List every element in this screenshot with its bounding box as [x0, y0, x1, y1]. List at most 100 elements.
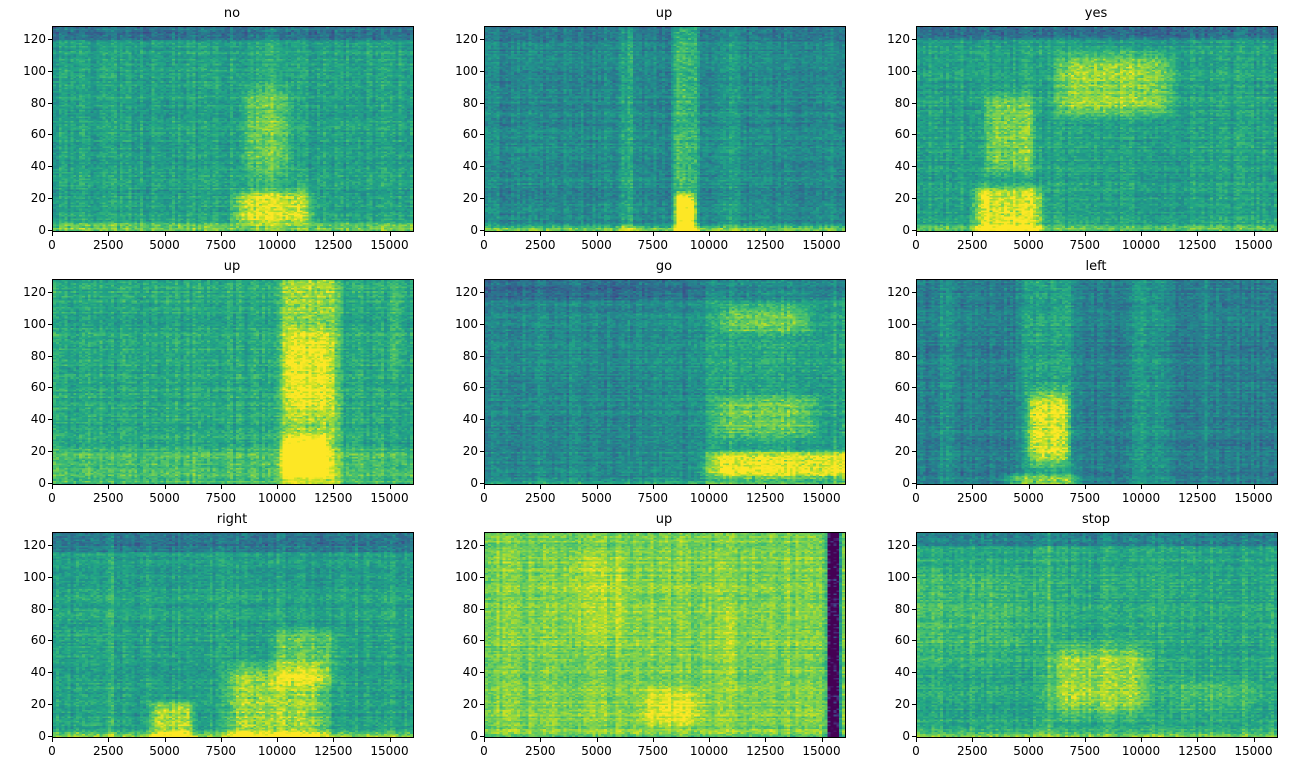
x-axis-tick [52, 485, 53, 489]
x-tick-label: 10000 [689, 238, 729, 252]
subplot-up-3: up 0 20 40 60 80 100 120 0 2500 5000 7500 10000 12500… [0, 253, 432, 506]
y-axis-tick [48, 70, 52, 72]
y-tick-label: 40 [30, 412, 46, 427]
subplot-yes-2: yes 0 20 40 60 80 100 120 0 2500 5000 7500 10000 1250… [864, 0, 1296, 253]
y-tick-label: 120 [455, 31, 478, 46]
x-axis-tick [540, 485, 542, 489]
x-axis-tick [333, 738, 335, 742]
y-axis-tick [48, 640, 52, 642]
x-axis-tick [1141, 232, 1142, 236]
subplot-title: up [655, 6, 673, 21]
y-tick-label: 20 [462, 191, 478, 206]
x-axis-tick [389, 738, 391, 742]
y-axis-tick [912, 387, 916, 389]
y-axis-tick [480, 134, 484, 136]
y-tick-label: 40 [462, 159, 478, 174]
y-axis-tick [912, 704, 916, 706]
subplot-no-0: no 0 20 40 60 80 100 120 0 2500 5000 7500 10000 12500… [0, 0, 432, 253]
x-tick-label: 2500 [956, 744, 988, 758]
x-axis-tick [484, 485, 485, 489]
x-axis-tick [277, 738, 278, 742]
y-axis-tick [480, 736, 484, 737]
y-tick-label: 80 [462, 348, 478, 363]
y-axis-tick [480, 704, 484, 706]
y-axis-tick [48, 102, 52, 104]
x-axis-tick [1141, 738, 1142, 742]
y-axis-tick [912, 323, 916, 325]
y-axis-tick [48, 451, 52, 453]
y-axis-tick [912, 38, 916, 40]
x-axis-tick [916, 738, 917, 742]
y-tick-label: 100 [23, 63, 46, 78]
x-axis-tick [596, 485, 598, 489]
x-tick-label: 12500 [746, 744, 785, 758]
y-tick-label: 80 [30, 95, 46, 110]
y-axis-tick [480, 38, 484, 40]
x-tick-label: 0 [912, 744, 920, 758]
y-axis-tick [480, 102, 484, 104]
x-axis-tick [821, 232, 823, 236]
x-axis-tick [1253, 738, 1255, 742]
spectrogram-canvas [917, 280, 1277, 484]
x-tick-label: 2500 [92, 491, 124, 505]
y-tick-label: 100 [455, 316, 478, 331]
y-tick-label: 120 [887, 537, 910, 552]
x-tick-label: 12500 [1178, 238, 1217, 252]
x-axis-tick [220, 738, 222, 742]
y-tick-label: 120 [455, 537, 478, 552]
y-tick-label: 60 [30, 380, 46, 395]
y-tick-label: 0 [38, 729, 46, 743]
x-axis-tick [821, 738, 823, 742]
y-axis-tick [912, 736, 916, 737]
x-axis-tick [972, 738, 974, 742]
spectrogram-canvas [917, 533, 1277, 737]
x-tick-label: 12500 [1178, 491, 1217, 505]
y-tick-label: 60 [462, 380, 478, 395]
y-axis-tick [480, 576, 484, 578]
x-tick-label: 15000 [370, 744, 409, 758]
x-axis-tick [709, 232, 710, 236]
x-axis-tick [596, 738, 598, 742]
y-axis-tick [480, 483, 484, 484]
y-tick-label: 80 [30, 601, 46, 616]
x-tick-label: 7500 [1069, 491, 1101, 505]
x-axis-tick [765, 738, 767, 742]
x-tick-label: 2500 [524, 491, 556, 505]
subplot-go-4: go 0 20 40 60 80 100 120 0 2500 5000 7500 10000 12500… [432, 253, 864, 506]
x-tick-label: 12500 [746, 491, 785, 505]
subplot-title: go [655, 259, 673, 274]
x-tick-label: 12500 [314, 491, 353, 505]
x-tick-label: 7500 [1069, 238, 1101, 252]
x-axis-tick [540, 232, 542, 236]
subplot-up-1: up 0 20 40 60 80 100 120 0 2500 5000 7500 10000 12500… [432, 0, 864, 253]
y-axis-tick [912, 640, 916, 642]
x-tick-label: 2500 [524, 744, 556, 758]
x-tick-label: 15000 [1234, 238, 1273, 252]
y-tick-label: 80 [30, 348, 46, 363]
y-axis-tick [480, 387, 484, 389]
y-tick-label: 80 [894, 601, 910, 616]
y-axis-tick [912, 166, 916, 168]
x-tick-label: 0 [48, 744, 56, 758]
subplot-left-5: left 0 20 40 60 80 100 120 0 2500 5000 7500 10000 125… [864, 253, 1296, 506]
y-tick-label: 80 [894, 348, 910, 363]
y-axis-tick [480, 166, 484, 168]
subplot-title: up [655, 512, 673, 527]
y-axis-tick [480, 70, 484, 72]
y-tick-label: 100 [887, 63, 910, 78]
y-axis-tick [48, 419, 52, 421]
y-tick-label: 20 [894, 697, 910, 712]
y-tick-label: 80 [462, 95, 478, 110]
y-axis-tick [912, 483, 916, 484]
spectrogram-plot-area [484, 279, 846, 485]
x-tick-label: 10000 [689, 744, 729, 758]
y-tick-label: 100 [455, 569, 478, 584]
y-tick-label: 60 [894, 127, 910, 142]
y-axis-tick [480, 672, 484, 674]
y-axis-tick [480, 544, 484, 546]
x-axis-tick [765, 485, 767, 489]
x-tick-label: 12500 [314, 744, 353, 758]
x-axis-tick [1197, 738, 1199, 742]
x-tick-label: 10000 [1121, 491, 1161, 505]
x-tick-label: 5000 [1013, 491, 1044, 505]
